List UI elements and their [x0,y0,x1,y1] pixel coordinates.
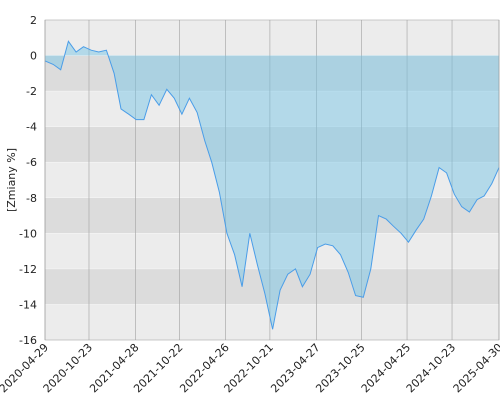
band [45,126,499,163]
band [45,233,499,269]
y-tick-label: -16 [19,334,37,347]
y-tick-label: -6 [26,156,37,169]
band [45,20,499,56]
y-axis-label: [Zmiany %] [5,148,18,212]
x-tick-label: 2025-04-30 [451,341,500,395]
band [45,162,499,198]
band [45,304,499,340]
y-tick-label: -2 [26,85,37,98]
band [45,197,499,234]
line [44,40,500,330]
band [45,55,499,92]
y-tick-label: 2 [30,14,37,27]
plot-frame [44,19,500,341]
y-tick-label: -8 [26,192,37,205]
y-tick-label: -14 [19,298,37,311]
y-tick-label: -12 [19,263,37,276]
y-tick-label: -10 [19,227,37,240]
band [45,268,499,305]
y-tick-label: -4 [26,121,37,134]
y-tick-label: 0 [30,50,37,63]
area-fill [45,41,499,330]
